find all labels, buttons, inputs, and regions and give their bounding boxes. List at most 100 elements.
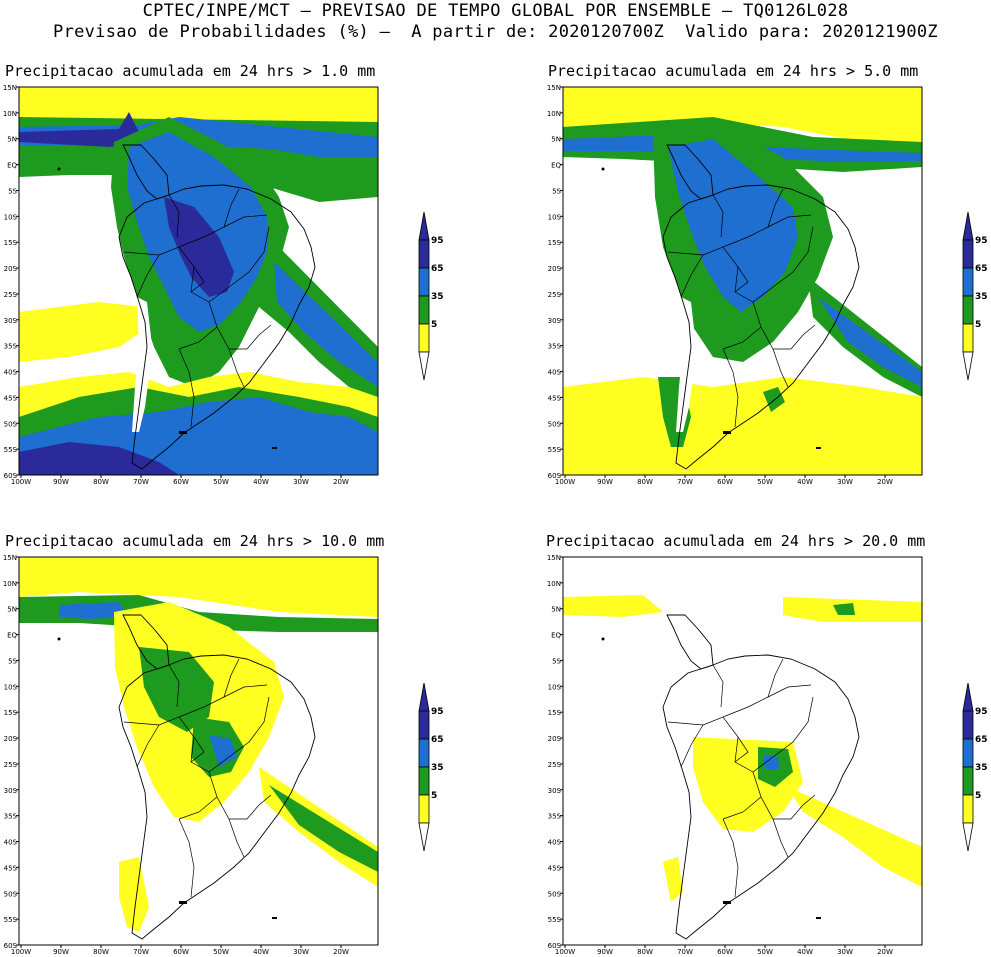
lon-label-50W: 50W [213,948,229,956]
lat-label-50S: 50S [4,420,18,428]
lat-label-5N: 5N [7,136,17,144]
lat-label-25S: 25S [4,761,18,769]
lat-label-35S: 35S [4,813,18,821]
map-field [563,87,922,475]
lon-label-70W: 70W [133,948,149,956]
legend-cap-bottom [962,351,974,381]
legend: 95 65 35 5 [418,211,444,381]
lon-label-40W: 40W [253,478,269,486]
lat-label-50S: 50S [548,420,562,428]
panel3-title: Precipitacao acumulada em 24 hrs > 10.0 … [5,532,385,550]
legend-label-5: 5 [975,320,981,330]
legend-label-35: 35 [431,292,444,302]
probability-region [788,787,922,887]
lon-label-30W: 30W [293,478,309,486]
probability-region [269,785,378,872]
probability-region [668,139,798,312]
lon-label-80W: 80W [637,948,653,956]
lat-label-15N: 15N [3,84,17,92]
lon-label-70W: 70W [677,948,693,956]
country-border [722,326,762,350]
map-frame [562,86,923,476]
dry-strip [676,297,695,432]
legend-swatch-3 [418,323,430,353]
lat-label-60S: 60S [4,472,18,480]
country-border [190,266,205,293]
country-border [190,696,270,773]
country-border [168,194,180,238]
lon-label-70W: 70W [133,478,149,486]
country-border [136,254,160,298]
south-georgia-island [272,917,277,919]
country-border [722,796,762,820]
country-border [246,324,272,350]
legend-swatch-0 [418,710,430,740]
south-america-outline [118,654,316,940]
probability-region [19,557,378,617]
probability-region [59,602,129,619]
lon-label-50W: 50W [757,948,773,956]
south-georgia-island [272,447,277,449]
legend-label-5: 5 [431,320,437,330]
lat-label-10N: 10N [3,110,17,118]
lon-label-30W: 30W [837,478,853,486]
south-georgia-island [816,447,821,449]
legend-label-95: 95 [975,707,988,717]
country-border [752,771,791,820]
lon-label-40W: 40W [797,948,813,956]
legend-label-95: 95 [975,236,988,246]
south-america-outline [662,654,860,940]
lat-label-10S: 10S [4,213,18,221]
central-america-outline [122,614,170,670]
lat-label-30S: 30S [4,317,18,325]
legend-cap-bottom [418,822,430,852]
probability-region [818,297,922,387]
falkland-island [723,901,731,904]
south-georgia-island [816,917,821,919]
lon-label-60W: 60W [173,478,189,486]
lat-label-5N: 5N [551,136,561,144]
lat-label-10S: 10S [548,213,562,221]
country-border [772,348,789,388]
lat-label-40S: 40S [4,839,18,847]
lon-label-80W: 80W [637,478,653,486]
country-border [190,226,270,303]
lon-label-20W: 20W [877,478,893,486]
falkland-island [179,901,187,904]
country-border [223,188,240,228]
lat-label-60S: 60S [4,942,18,950]
country-border [136,724,160,768]
probability-region [563,87,922,147]
lon-label-60W: 60W [717,948,733,956]
map-frame [562,556,923,946]
country-border [772,818,789,858]
lat-label-40S: 40S [4,369,18,377]
legend-label-35: 35 [975,292,988,302]
legend-label-35: 35 [975,763,988,773]
lat-label-25S: 25S [548,291,562,299]
country-border [208,301,247,350]
lon-label-90W: 90W [597,948,613,956]
lat-label-35S: 35S [548,813,562,821]
lat-label-55S: 55S [4,916,18,924]
country-border [790,794,816,820]
legend-swatch-3 [418,794,430,824]
country-border [178,348,195,428]
legend-swatch-1 [962,267,974,297]
legend-swatch-0 [418,239,430,269]
galapagos-island [57,637,61,641]
lon-label-30W: 30W [293,948,309,956]
lat-label-10N: 10N [547,580,561,588]
lat-label-55S: 55S [548,916,562,924]
lon-label-70W: 70W [677,478,693,486]
probability-region [563,377,922,475]
lat-label-20S: 20S [548,265,562,273]
legend-label-95: 95 [431,236,444,246]
lat-label-50S: 50S [4,890,18,898]
legend-swatch-2 [418,295,430,325]
lat-label-10S: 10S [4,683,18,691]
legend-label-5: 5 [431,791,437,801]
probability-region [119,857,149,932]
galapagos-island [57,167,61,171]
